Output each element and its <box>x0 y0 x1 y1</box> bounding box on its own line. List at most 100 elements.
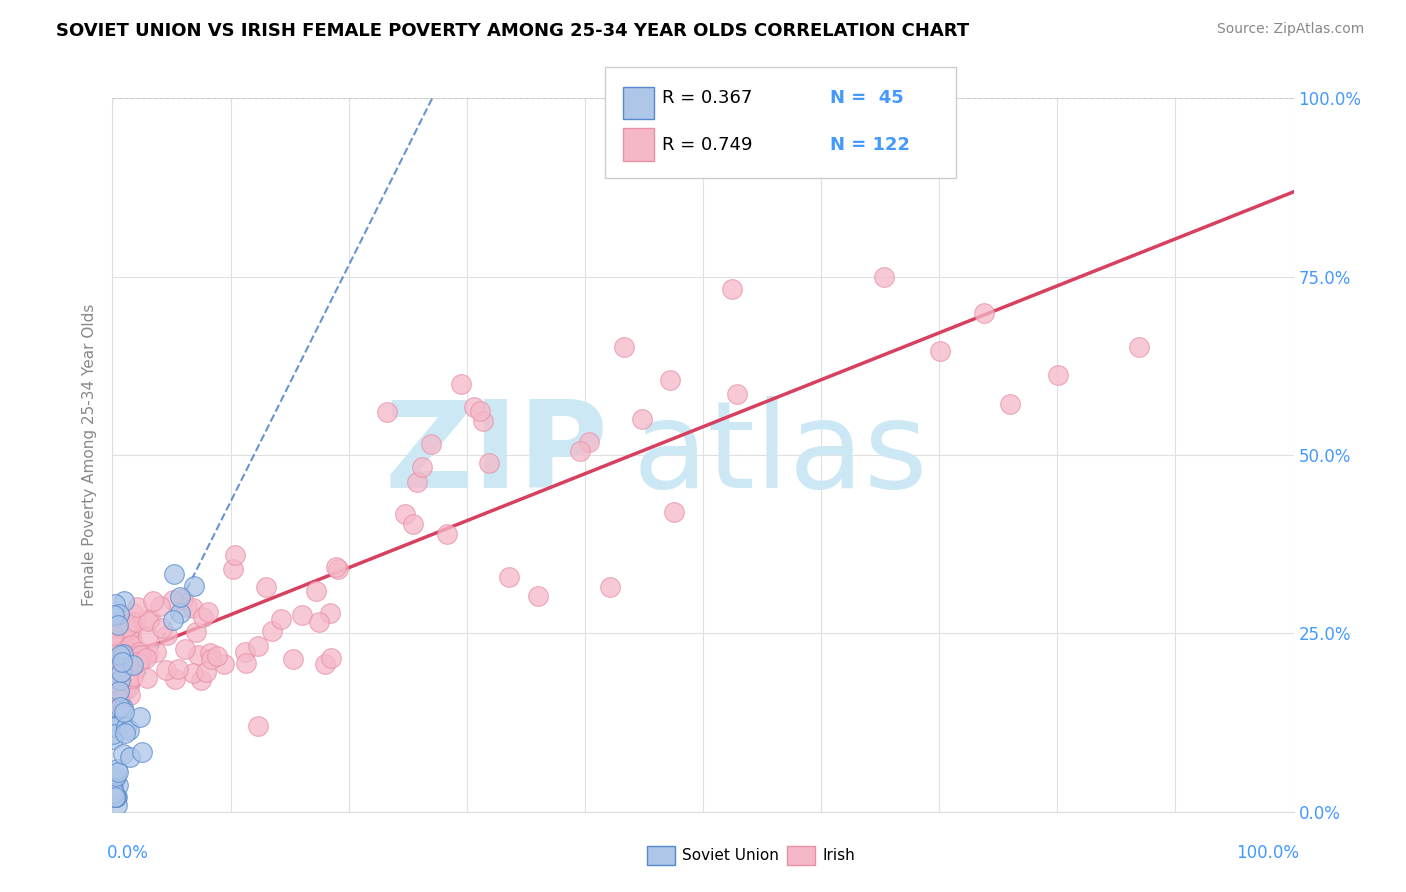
Point <box>145 645 167 659</box>
Point <box>124 615 146 629</box>
Point <box>105 798 128 813</box>
Point <box>162 613 184 627</box>
Point <box>420 437 443 451</box>
Point <box>247 639 270 653</box>
Point <box>162 593 184 607</box>
Point <box>103 684 125 698</box>
Point <box>569 444 592 458</box>
Point <box>105 689 128 703</box>
Point <box>120 627 142 641</box>
Point <box>305 583 328 598</box>
Point <box>163 567 186 582</box>
Point <box>101 727 124 741</box>
Point <box>659 373 682 387</box>
Point <box>136 628 159 642</box>
Text: ZIP: ZIP <box>385 396 609 514</box>
Point <box>471 414 494 428</box>
Point <box>436 526 458 541</box>
Point <box>114 621 136 635</box>
Point <box>112 594 135 608</box>
Point <box>325 560 347 574</box>
Point <box>402 516 425 531</box>
Point <box>112 705 135 719</box>
Text: Irish: Irish <box>823 848 855 863</box>
Point <box>122 606 145 620</box>
Point <box>221 561 243 575</box>
Text: 0.0%: 0.0% <box>107 844 149 862</box>
Point <box>136 648 159 662</box>
Point <box>270 612 292 626</box>
Point <box>120 622 142 636</box>
Point <box>498 570 520 584</box>
Point <box>613 340 636 354</box>
Y-axis label: Female Poverty Among 25-34 Year Olds: Female Poverty Among 25-34 Year Olds <box>82 304 97 606</box>
Point <box>105 769 128 783</box>
Point <box>125 600 148 615</box>
Point <box>115 644 138 658</box>
Point <box>176 599 198 614</box>
Point <box>121 658 143 673</box>
Point <box>200 652 222 666</box>
Point <box>283 652 305 666</box>
Point <box>463 400 485 414</box>
Point <box>328 562 350 576</box>
Text: atlas: atlas <box>633 396 928 514</box>
Point <box>112 639 135 653</box>
Point <box>118 723 141 737</box>
Point <box>599 581 621 595</box>
Point <box>394 508 416 522</box>
Point <box>631 412 654 426</box>
Point <box>128 648 150 663</box>
Point <box>121 671 143 685</box>
Point <box>468 404 491 418</box>
Point <box>1047 368 1070 382</box>
Point <box>998 397 1021 411</box>
Point <box>104 772 127 787</box>
Point <box>406 475 429 490</box>
Point <box>319 650 342 665</box>
Point <box>527 590 550 604</box>
Point <box>169 590 191 604</box>
Point <box>191 609 214 624</box>
Point <box>115 657 138 671</box>
Point <box>260 624 283 638</box>
Point <box>167 662 190 676</box>
Point <box>117 674 139 689</box>
Point <box>156 628 179 642</box>
Point <box>319 606 342 620</box>
Point <box>139 612 162 626</box>
Point <box>184 625 207 640</box>
Point <box>169 606 191 620</box>
Point <box>578 435 600 450</box>
Point <box>121 669 143 683</box>
Point <box>664 505 686 519</box>
Point <box>104 789 127 804</box>
Point <box>247 719 270 733</box>
Point <box>103 628 125 642</box>
Point <box>124 650 146 665</box>
Point <box>108 692 131 706</box>
Point <box>121 615 143 629</box>
Point <box>205 649 228 664</box>
Point <box>104 658 127 673</box>
Point <box>101 779 124 793</box>
Point <box>107 765 129 780</box>
Point <box>114 726 136 740</box>
Point <box>721 282 744 296</box>
Point <box>112 624 135 639</box>
Point <box>117 619 139 633</box>
Point <box>101 782 124 797</box>
Point <box>110 665 132 679</box>
Point <box>118 680 141 694</box>
Point <box>190 673 212 688</box>
Point <box>103 642 125 657</box>
Point <box>107 615 129 629</box>
Point <box>104 789 127 804</box>
Point <box>112 747 135 761</box>
Point <box>103 719 125 733</box>
Point <box>235 657 257 671</box>
Point <box>101 731 124 746</box>
Text: SOVIET UNION VS IRISH FEMALE POVERTY AMONG 25-34 YEAR OLDS CORRELATION CHART: SOVIET UNION VS IRISH FEMALE POVERTY AMO… <box>56 22 969 40</box>
Text: N = 122: N = 122 <box>830 136 910 153</box>
Point <box>104 789 127 804</box>
